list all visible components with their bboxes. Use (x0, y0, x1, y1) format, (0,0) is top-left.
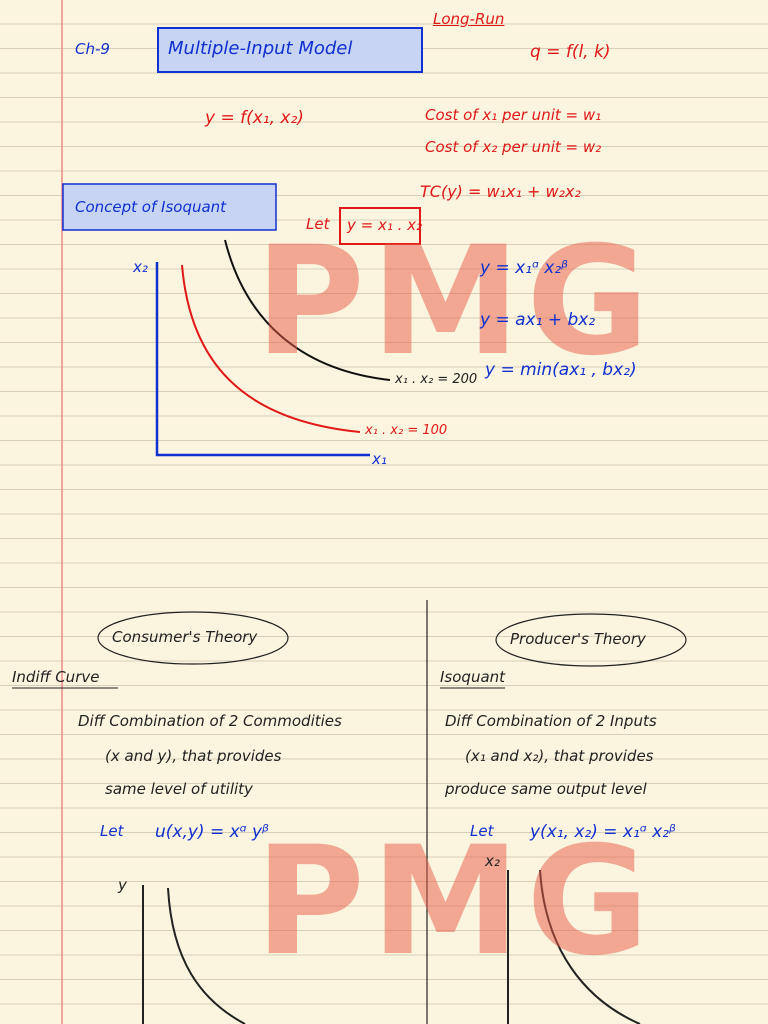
term: Isoquant (440, 668, 506, 686)
line: (x and y), that provides (105, 747, 282, 765)
ellipse (97, 611, 289, 665)
axis-label: x₂ (133, 258, 148, 276)
long-run: Long-Run (433, 10, 505, 28)
line: Diff Combination of 2 Inputs (445, 712, 657, 730)
watermark: PMG (255, 215, 656, 389)
chapter: Ch-9 (75, 40, 110, 58)
line: (x₁ and x₂), that provides (465, 747, 654, 765)
line: same level of utility (105, 780, 253, 798)
axes (155, 262, 370, 457)
axis-label: y (118, 876, 127, 894)
let: Let (100, 822, 124, 840)
let: Let (470, 822, 494, 840)
cost: Cost of x₂ per unit = w₂ (425, 138, 602, 156)
ellipse (495, 613, 687, 667)
heading-box (62, 183, 277, 231)
cost: Cost of x₁ per unit = w₁ (425, 106, 602, 124)
form: y = x₁ᵅ x₂ᵝ (480, 258, 568, 278)
title-box (157, 27, 423, 73)
let: Let (306, 215, 330, 233)
term: Indiff Curve (12, 668, 100, 686)
total-cost: TC(y) = w₁x₁ + w₂x₂ (420, 182, 581, 201)
form: y = ax₁ + bx₂ (480, 310, 596, 330)
title: Multiple-Input Model (168, 38, 353, 59)
heading: Producer's Theory (510, 630, 646, 648)
line: produce same output level (445, 780, 647, 798)
function: u(x,y) = xᵅ yᵝ (155, 822, 269, 842)
function-box (339, 207, 421, 245)
axis-label: x₂ (485, 852, 500, 870)
function: y = f(x₁, x₂) (205, 108, 304, 128)
curve (167, 887, 246, 1024)
form: y = min(ax₁ , bx₂) (485, 360, 637, 380)
watermark: PMG (255, 815, 656, 989)
isoquant-curve (224, 239, 391, 381)
isoquant-curve (181, 264, 361, 433)
curve-label: x₁ . x₂ = 100 (365, 423, 448, 438)
function: y = x₁ . x₂ (347, 216, 423, 234)
heading: Consumer's Theory (112, 628, 258, 646)
line: Diff Combination of 2 Commodities (78, 712, 342, 730)
production: q = f(l, k) (530, 42, 611, 62)
function: y(x₁, x₂) = x₁ᵅ x₂ᵝ (530, 822, 676, 842)
axis-label: x₁ (372, 450, 387, 468)
curve (539, 869, 641, 1024)
heading: Concept of Isoquant (75, 198, 227, 216)
curve-label: x₁ . x₂ = 200 (395, 372, 478, 387)
